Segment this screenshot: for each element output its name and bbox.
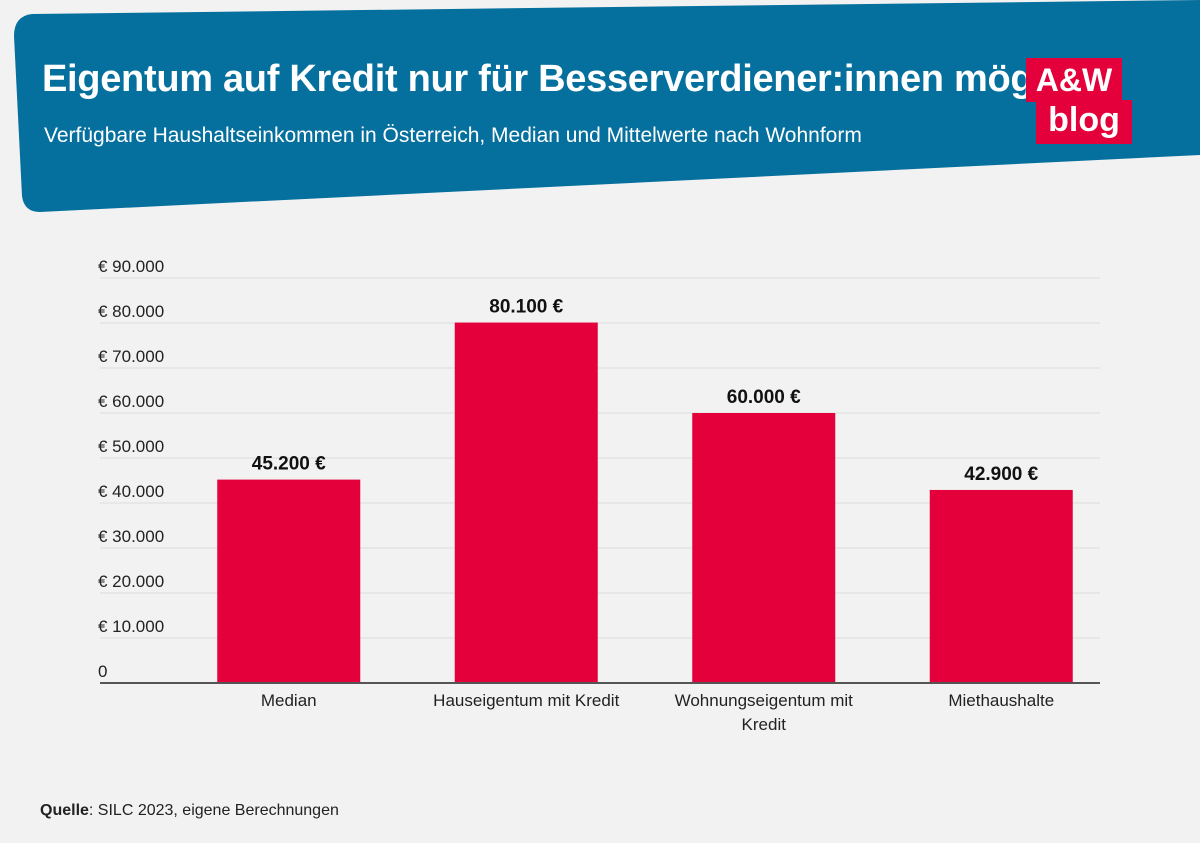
y-tick-label: € 20.000 [98, 572, 164, 591]
y-tick-label: € 70.000 [98, 347, 164, 366]
x-tick-label: Hauseigentum mit Kredit [433, 691, 619, 710]
y-tick-label: € 30.000 [98, 527, 164, 546]
data-labels: 45.200 € 80.100 € 60.000 € 42.900 € [252, 297, 1039, 485]
bar [929, 489, 1073, 683]
x-axis-ticks: Median Hauseigentum mit Kredit Wohnungseig… [261, 691, 1054, 734]
header-band [14, 0, 1200, 212]
data-label: 60.000 € [727, 387, 801, 408]
x-tick-label: Kredit [742, 715, 787, 734]
y-tick-label: 0 [98, 662, 107, 681]
source-label: Quelle [40, 802, 89, 819]
y-tick-label: € 60.000 [98, 392, 164, 411]
y-axis-ticks: 0 € 10.000 € 20.000 € 30.000 € 40.000 € 50.00… [98, 257, 164, 681]
data-label: 80.100 € [489, 297, 563, 318]
logo-aw: A&W [1026, 58, 1122, 102]
x-tick-label: Median [261, 691, 317, 710]
y-tick-label: € 50.000 [98, 437, 164, 456]
data-label: 45.200 € [252, 454, 326, 475]
logo-blog: blog [1036, 100, 1132, 144]
bars [217, 322, 1073, 683]
page-title: Eigentum auf Kredit nur für Besserverdie… [42, 58, 1098, 100]
bar [217, 479, 361, 683]
y-tick-label: € 10.000 [98, 617, 164, 636]
page-subtitle: Verfügbare Haushaltseinkommen in Österre… [44, 124, 862, 147]
bar [692, 413, 836, 683]
data-label: 42.900 € [964, 464, 1038, 485]
y-tick-label: € 80.000 [98, 302, 164, 321]
x-tick-label: Wohnungseigentum mit [675, 691, 854, 710]
source-note: Quelle: SILC 2023, eigene Berechnungen [40, 802, 339, 820]
bar [454, 322, 598, 683]
x-tick-label: Miethaushalte [948, 691, 1054, 710]
y-tick-label: € 40.000 [98, 482, 164, 501]
y-tick-label: € 90.000 [98, 257, 164, 276]
source-text: : SILC 2023, eigene Berechnungen [88, 802, 339, 819]
